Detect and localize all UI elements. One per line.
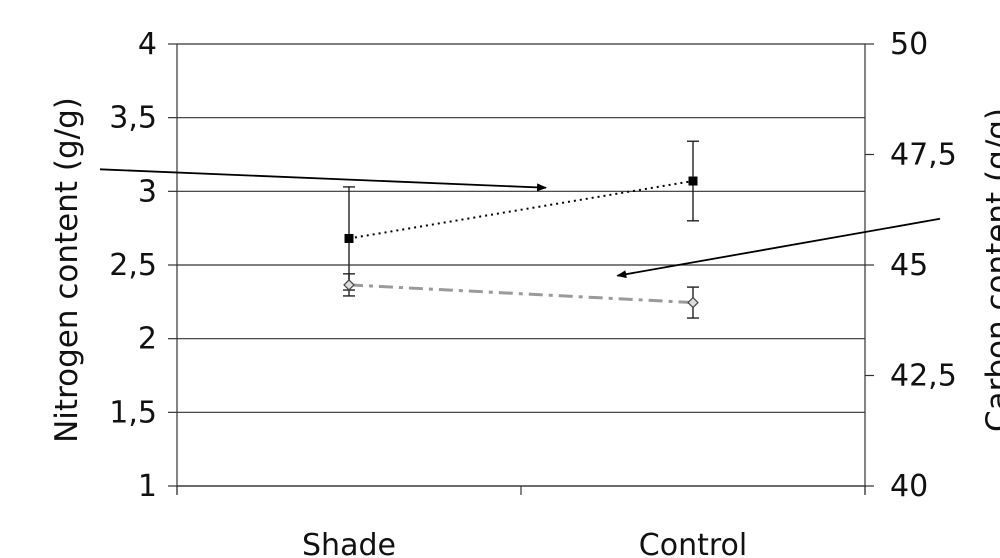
series-line bbox=[348, 283, 694, 305]
data-point bbox=[688, 176, 698, 186]
left-tick-label: 3 bbox=[138, 174, 157, 209]
left-tick-label: 2 bbox=[138, 322, 157, 357]
right-tick-label: 40 bbox=[890, 469, 928, 504]
left-tick-label: 1 bbox=[138, 469, 157, 504]
annotation-arrow bbox=[99, 168, 547, 192]
annotation-arrow bbox=[616, 217, 941, 279]
right-axis-title: Carbon content (g/g) bbox=[980, 108, 1000, 432]
left-tick-label: 3,5 bbox=[109, 101, 157, 136]
series-line bbox=[348, 180, 694, 240]
left-tick-label: 2,5 bbox=[109, 248, 157, 283]
annotations bbox=[99, 168, 941, 279]
left-tick-label: 1,5 bbox=[109, 395, 157, 430]
left-axis-title: Nitrogen content (g/g) bbox=[49, 97, 85, 443]
data-point bbox=[687, 296, 699, 309]
right-tick-label: 50 bbox=[890, 27, 928, 62]
series bbox=[343, 140, 699, 319]
right-tick-label: 45 bbox=[890, 248, 928, 283]
category-label: Control bbox=[639, 528, 747, 558]
data-point bbox=[344, 233, 354, 243]
right-tick-label: 47,5 bbox=[890, 138, 957, 173]
right-tick-label: 42,5 bbox=[890, 359, 957, 394]
category-label: Shade bbox=[302, 528, 396, 558]
gridlines bbox=[177, 43, 865, 487]
left-axis-ticks: 1 1,5 2 2,5 3 3,5 4 bbox=[109, 27, 177, 504]
axes bbox=[176, 44, 866, 495]
left-tick-label: 4 bbox=[138, 27, 157, 62]
data-point bbox=[343, 279, 355, 291]
category-labels: Shade Control bbox=[302, 528, 747, 558]
right-axis-ticks: 40 42,5 45 47,5 50 bbox=[865, 27, 957, 504]
